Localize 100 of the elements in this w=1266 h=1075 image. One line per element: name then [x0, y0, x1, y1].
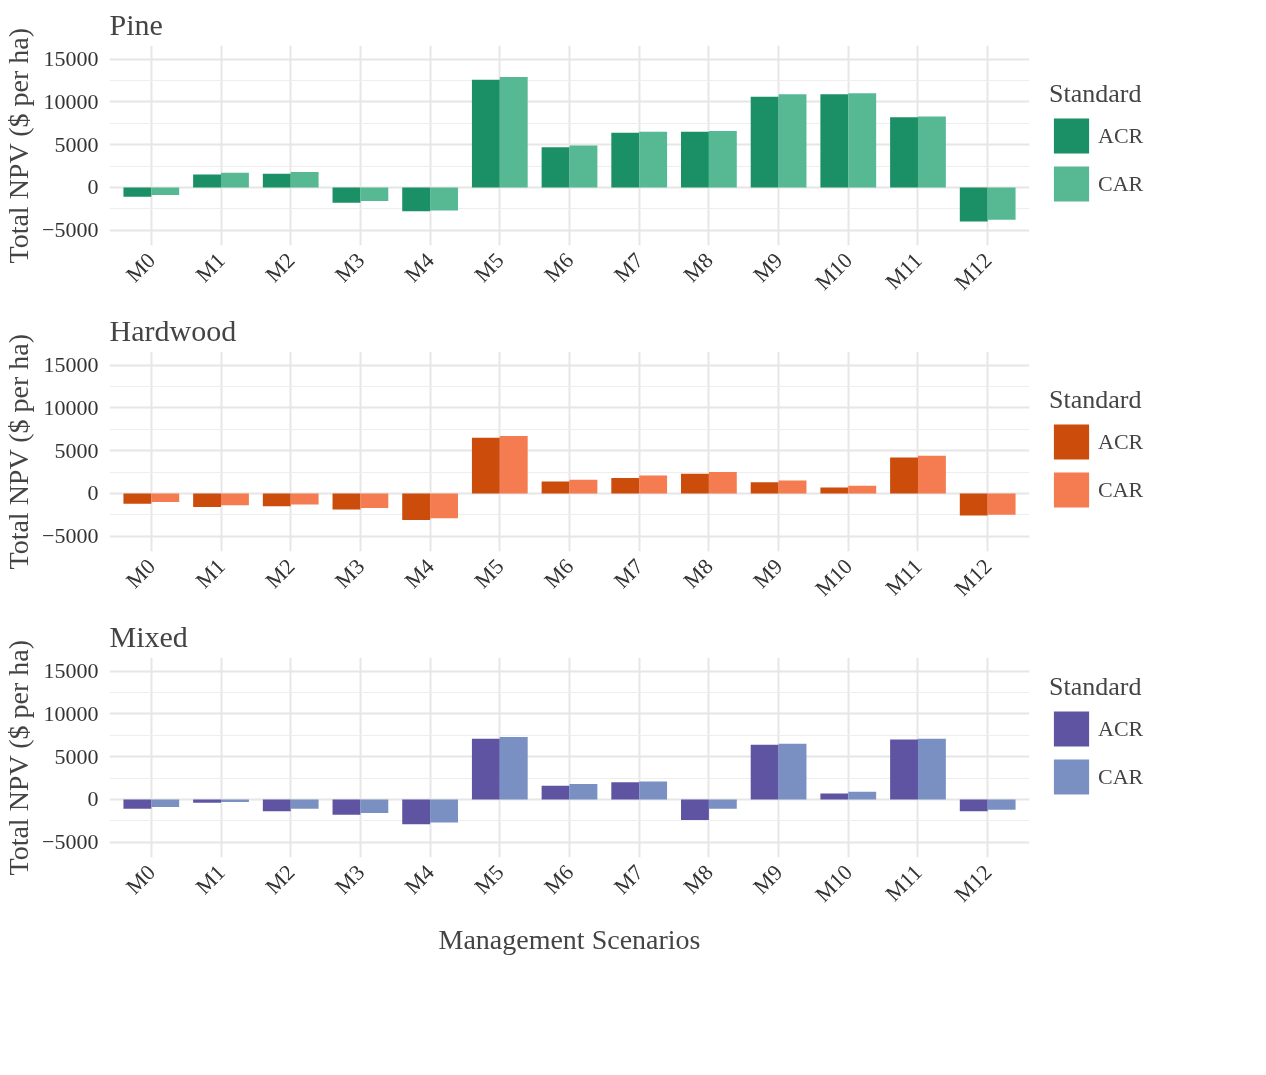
bar	[262, 173, 291, 188]
x-tick-label: M4	[399, 247, 439, 287]
x-tick-label: M6	[539, 553, 579, 593]
x-tick-label: M8	[678, 859, 718, 899]
x-tick-label: M6	[539, 859, 579, 899]
y-tick-label: 10000	[43, 88, 99, 114]
bar	[959, 799, 988, 812]
x-tick-label: M11	[880, 859, 927, 907]
bar	[611, 782, 640, 800]
y-tick-label: −5000	[42, 217, 99, 243]
x-tick-label: M9	[748, 553, 788, 593]
bar	[639, 131, 668, 188]
bar	[499, 736, 528, 800]
bar	[890, 739, 918, 800]
bar	[471, 738, 500, 800]
bar	[430, 493, 458, 519]
y-tick-label: 10000	[43, 700, 99, 726]
x-tick-label: M8	[678, 553, 718, 593]
bar	[611, 478, 640, 494]
x-tick-label: M5	[469, 247, 509, 287]
bar	[750, 744, 779, 800]
x-tick-label: M7	[608, 859, 649, 899]
y-tick-label: 0	[87, 174, 99, 200]
legend-label: ACR	[1098, 428, 1144, 455]
legend-label: ACR	[1098, 715, 1144, 741]
bar	[890, 457, 918, 494]
x-tick-label: M10	[810, 553, 858, 601]
bar	[917, 738, 946, 800]
bar	[569, 479, 598, 494]
bar	[987, 799, 1016, 810]
x-tick-label: M5	[469, 553, 509, 593]
bar	[750, 482, 779, 494]
x-tick-label: M1	[190, 553, 230, 593]
bar	[987, 187, 1016, 220]
bar	[471, 437, 500, 494]
bar	[708, 472, 737, 494]
bar	[193, 799, 222, 803]
bar	[917, 116, 946, 188]
bar	[569, 784, 598, 800]
x-tick-label: M10	[810, 859, 858, 907]
bar	[151, 187, 180, 196]
bar	[430, 799, 458, 823]
y-tick-label: 0	[87, 786, 99, 812]
bar	[541, 147, 570, 188]
bar	[123, 187, 152, 197]
x-tick-label: M0	[120, 553, 161, 593]
bar	[402, 493, 431, 520]
bar	[778, 480, 807, 494]
bar	[848, 93, 877, 188]
x-tick-label: M2	[260, 859, 300, 899]
bar	[778, 94, 807, 188]
bar	[750, 96, 779, 188]
bar	[848, 791, 877, 800]
bar	[221, 493, 249, 506]
x-tick-label: M3	[329, 553, 370, 593]
bar	[959, 493, 988, 516]
bar	[332, 799, 361, 815]
bar	[820, 94, 849, 188]
x-tick-label: M12	[949, 247, 997, 295]
chart-title: Hardwood	[109, 313, 237, 347]
x-axis-title: Management Scenarios	[438, 923, 701, 955]
bar	[708, 130, 737, 188]
x-tick-label: M3	[329, 247, 370, 287]
x-tick-label: M1	[190, 247, 230, 287]
bar	[360, 187, 389, 202]
bar	[360, 493, 389, 508]
y-tick-label: 15000	[43, 352, 99, 378]
bar	[123, 493, 152, 504]
bar	[193, 493, 222, 508]
bar	[639, 781, 668, 800]
bar	[611, 132, 640, 188]
bar	[430, 187, 458, 211]
bar	[820, 487, 849, 494]
legend-label: CAR	[1098, 170, 1144, 197]
bar	[123, 799, 152, 809]
bar	[262, 799, 291, 812]
bar	[221, 172, 249, 188]
x-tick-label: M4	[399, 859, 439, 899]
x-tick-label: M2	[260, 247, 300, 287]
y-tick-label: 10000	[43, 394, 99, 420]
bar	[639, 475, 668, 494]
bar	[681, 799, 709, 820]
bar	[917, 455, 946, 494]
bar	[681, 131, 709, 188]
x-tick-label: M5	[469, 859, 509, 899]
y-tick-label: 0	[87, 480, 99, 506]
x-tick-label: M7	[608, 553, 649, 593]
bar	[290, 799, 319, 809]
bar	[332, 187, 361, 203]
x-tick-label: M7	[608, 247, 649, 287]
bar	[959, 187, 988, 222]
y-axis-title: Total NPV ($ per ha)	[3, 640, 35, 876]
y-tick-label: 5000	[54, 743, 99, 769]
bar	[987, 493, 1016, 515]
legend-title: Standard	[1049, 671, 1143, 701]
y-tick-label: −5000	[42, 523, 99, 549]
bar	[290, 493, 319, 505]
y-tick-label: 15000	[43, 46, 99, 72]
x-tick-label: M6	[539, 247, 579, 287]
x-tick-label: M12	[949, 859, 997, 907]
